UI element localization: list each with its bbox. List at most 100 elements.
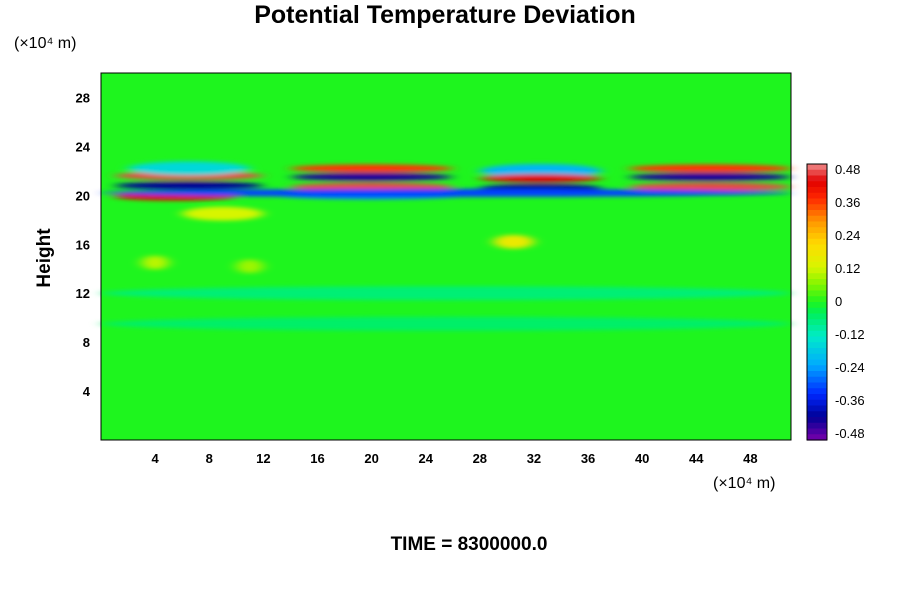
colorbar-frame	[806, 163, 828, 441]
x-tick-label: 44	[689, 451, 704, 466]
colorbar-tick-label: -0.36	[835, 393, 865, 408]
contour-feature	[290, 182, 453, 191]
x-tick-label: 12	[256, 451, 270, 466]
colorbar-swatch	[807, 336, 827, 343]
colorbar-tick-label: 0	[835, 294, 842, 309]
colorbar-swatch	[807, 210, 827, 217]
colorbar-swatch	[807, 399, 827, 407]
colorbar-tick-label: 0.36	[835, 195, 860, 210]
x-tick-label: 24	[418, 451, 433, 466]
y-tick-label: 20	[76, 188, 90, 203]
y-axis-ticks: 4 8 12 16 20 24 28	[76, 90, 91, 399]
plot-area	[100, 72, 792, 441]
colorbar-swatch	[807, 330, 827, 338]
colorbar-swatch	[807, 192, 827, 200]
time-label: TIME = 8300000.0	[391, 534, 548, 555]
y-tick-label: 4	[83, 384, 91, 399]
colorbar-swatch	[807, 302, 827, 309]
colorbar-tick-label: -0.12	[835, 327, 865, 342]
plot-background	[101, 73, 791, 440]
y-tick-label: 24	[76, 139, 91, 154]
plot-frame	[100, 72, 792, 441]
colorbar-swatch	[807, 215, 827, 223]
colorbar-ticks: 0.48 0.36 0.24 0.12 0 -0.12 -0.24 -0.36 -0.48	[835, 162, 865, 441]
colorbar-swatch	[807, 227, 827, 234]
x-tick-label: 36	[581, 451, 595, 466]
colorbar-swatch	[807, 204, 827, 211]
colorbar-swatch	[807, 422, 827, 430]
contour-feature	[628, 164, 791, 173]
colorbar-swatch	[807, 238, 827, 246]
colorbar-swatch	[807, 261, 827, 269]
colorbar-swatch	[807, 394, 827, 401]
colorbar-swatch	[807, 169, 827, 177]
colorbar-swatch	[807, 198, 827, 205]
colorbar-swatch	[807, 307, 827, 315]
colorbar-swatch	[807, 296, 827, 303]
colorbar-swatch	[807, 164, 827, 171]
y-tick-label: 28	[76, 90, 90, 105]
y-unit-label: (×10⁴ m)	[14, 35, 76, 52]
colorbar-swatch	[807, 175, 827, 182]
contour-feature	[101, 286, 791, 301]
contour-feature	[479, 163, 602, 178]
colorbar-swatch	[807, 434, 827, 441]
colorbar-swatch	[807, 181, 827, 188]
y-tick-label: 12	[76, 286, 90, 301]
contour-feature	[628, 172, 791, 181]
colorbar-swatch	[807, 428, 827, 435]
colorbar-swatch	[807, 250, 827, 257]
colorbar-swatch	[807, 273, 827, 280]
y-axis-label: Height	[34, 228, 55, 288]
contour-feature	[182, 206, 264, 221]
contour-feature	[479, 174, 602, 183]
colorbar-swatch	[807, 187, 827, 194]
colorbar-swatch	[807, 290, 827, 297]
y-tick-label: 8	[83, 335, 90, 350]
colorbar-swatch	[807, 325, 827, 332]
colorbar-swatch	[807, 353, 827, 361]
x-tick-label: 28	[473, 451, 487, 466]
colorbar-swatch	[807, 388, 827, 395]
colorbar: 0.48 0.36 0.24 0.12 0 -0.12 -0.24 -0.36 -0.48	[806, 162, 865, 441]
contour-feature	[101, 316, 791, 331]
colorbar-swatch	[807, 348, 827, 355]
colorbar-swatch	[807, 267, 827, 274]
colorbar-swatch	[807, 411, 827, 418]
colorbar-swatch	[807, 405, 827, 412]
x-axis-ticks: 4 8 12 16 20 24 28 32 36 40 44 48	[152, 451, 758, 466]
contour-feature	[290, 172, 453, 181]
x-tick-label: 32	[527, 451, 541, 466]
colorbar-tick-label: 0.12	[835, 261, 860, 276]
colorbar-swatches	[807, 164, 827, 441]
colorbar-swatch	[807, 382, 827, 389]
colorbar-swatch	[807, 359, 827, 366]
colorbar-swatch	[807, 365, 827, 372]
x-tick-label: 16	[310, 451, 324, 466]
contour-feature	[128, 161, 250, 176]
contour-feature	[141, 255, 169, 270]
x-unit-label: (×10⁴ m)	[713, 475, 775, 492]
colorbar-swatch	[807, 221, 827, 228]
contour-feature	[236, 259, 264, 274]
colorbar-swatch	[807, 376, 827, 384]
colorbar-swatch	[807, 279, 827, 286]
colorbar-swatch	[807, 244, 827, 251]
colorbar-tick-label: 0.24	[835, 228, 860, 243]
colorbar-tick-label: 0.48	[835, 162, 860, 177]
colorbar-swatch	[807, 233, 827, 240]
contour-feature	[493, 234, 534, 249]
colorbar-swatch	[807, 319, 827, 326]
colorbar-swatch	[807, 256, 827, 263]
colorbar-tick-label: -0.24	[835, 360, 865, 375]
x-tick-label: 40	[635, 451, 649, 466]
colorbar-tick-label: -0.48	[835, 426, 865, 441]
x-tick-label: 8	[206, 451, 213, 466]
colorbar-swatch	[807, 371, 827, 378]
contour-feature	[101, 188, 791, 197]
contour-feature	[290, 164, 453, 173]
x-tick-label: 48	[743, 451, 757, 466]
colorbar-swatch	[807, 313, 827, 320]
y-tick-label: 16	[76, 237, 90, 252]
